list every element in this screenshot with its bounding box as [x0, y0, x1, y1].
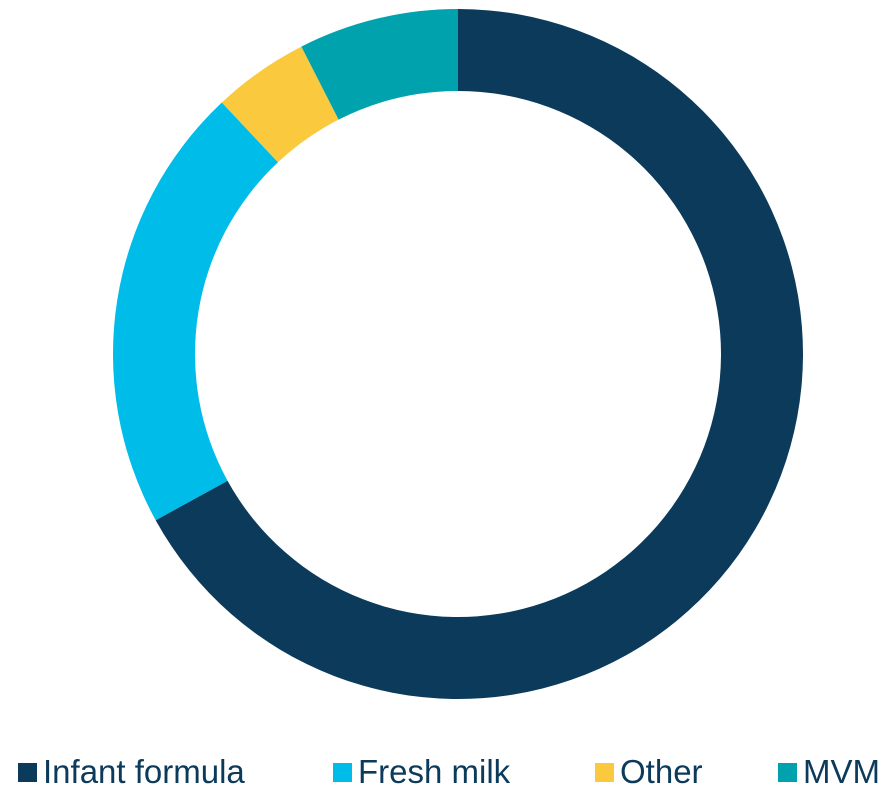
donut-slice-fresh-milk: [113, 102, 278, 521]
legend-label-other: Other: [620, 753, 703, 790]
legend-item-other: Other: [595, 752, 703, 792]
legend-item-mvm: MVM: [778, 752, 880, 792]
donut-chart: [113, 9, 803, 699]
legend-swatch-other: [595, 762, 614, 782]
legend-swatch-mvm: [778, 762, 797, 782]
donut-slice-mvm: [301, 9, 458, 120]
legend-item-fresh-milk: Fresh milk: [333, 752, 510, 792]
donut-slice-other: [221, 46, 339, 163]
legend-label-fresh-milk: Fresh milk: [358, 753, 511, 790]
legend-label-mvm: MVM: [803, 753, 880, 790]
legend-swatch-infant-formula: [18, 762, 37, 782]
chart-legend: Infant formula Fresh milk Other MVM: [0, 752, 894, 792]
legend-item-infant-formula: Infant formula: [18, 752, 245, 792]
legend-label-infant-formula: Infant formula: [43, 753, 245, 790]
legend-swatch-fresh-milk: [333, 762, 352, 782]
